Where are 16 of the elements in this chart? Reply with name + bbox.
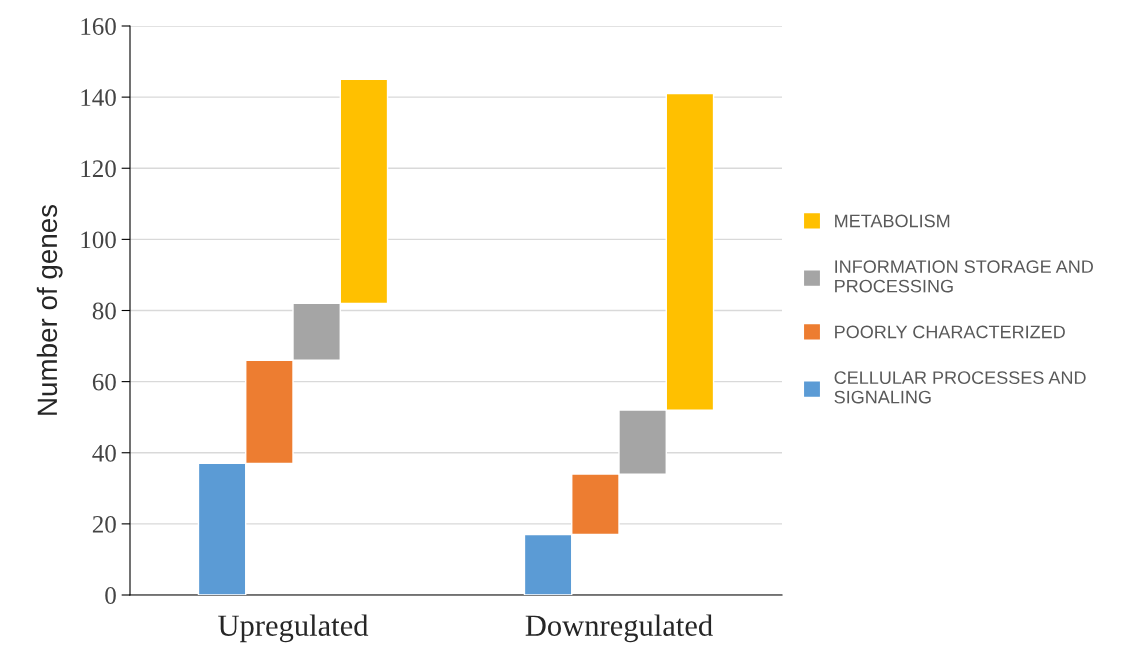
y-tick-label: 160 bbox=[81, 18, 116, 35]
y-tick-label: 120 bbox=[81, 160, 116, 178]
y-tick-label: 80 bbox=[92, 302, 116, 320]
x-tick-label: Upregulated bbox=[218, 614, 369, 643]
y-tick-label: 100 bbox=[81, 231, 116, 249]
y-tick-label: 0 bbox=[105, 587, 116, 604]
y-tick-label: 20 bbox=[92, 515, 116, 533]
legend-label: METABOLISM bbox=[835, 214, 950, 228]
legend-label: POORLY CHARACTERIZED bbox=[835, 325, 1065, 339]
y-tick-label: 60 bbox=[92, 373, 116, 391]
legend-label: INFORMATION STORAGE AND PROCESSING bbox=[835, 260, 1093, 293]
y-axis-title: Number of genes bbox=[36, 204, 63, 415]
y-tick-label: 140 bbox=[81, 89, 116, 107]
x-tick-label: Downregulated bbox=[525, 614, 713, 643]
legend-label: CELLULAR PROCESSES AND SIGNALING bbox=[834, 371, 1086, 404]
y-tick-label: 40 bbox=[92, 444, 116, 462]
